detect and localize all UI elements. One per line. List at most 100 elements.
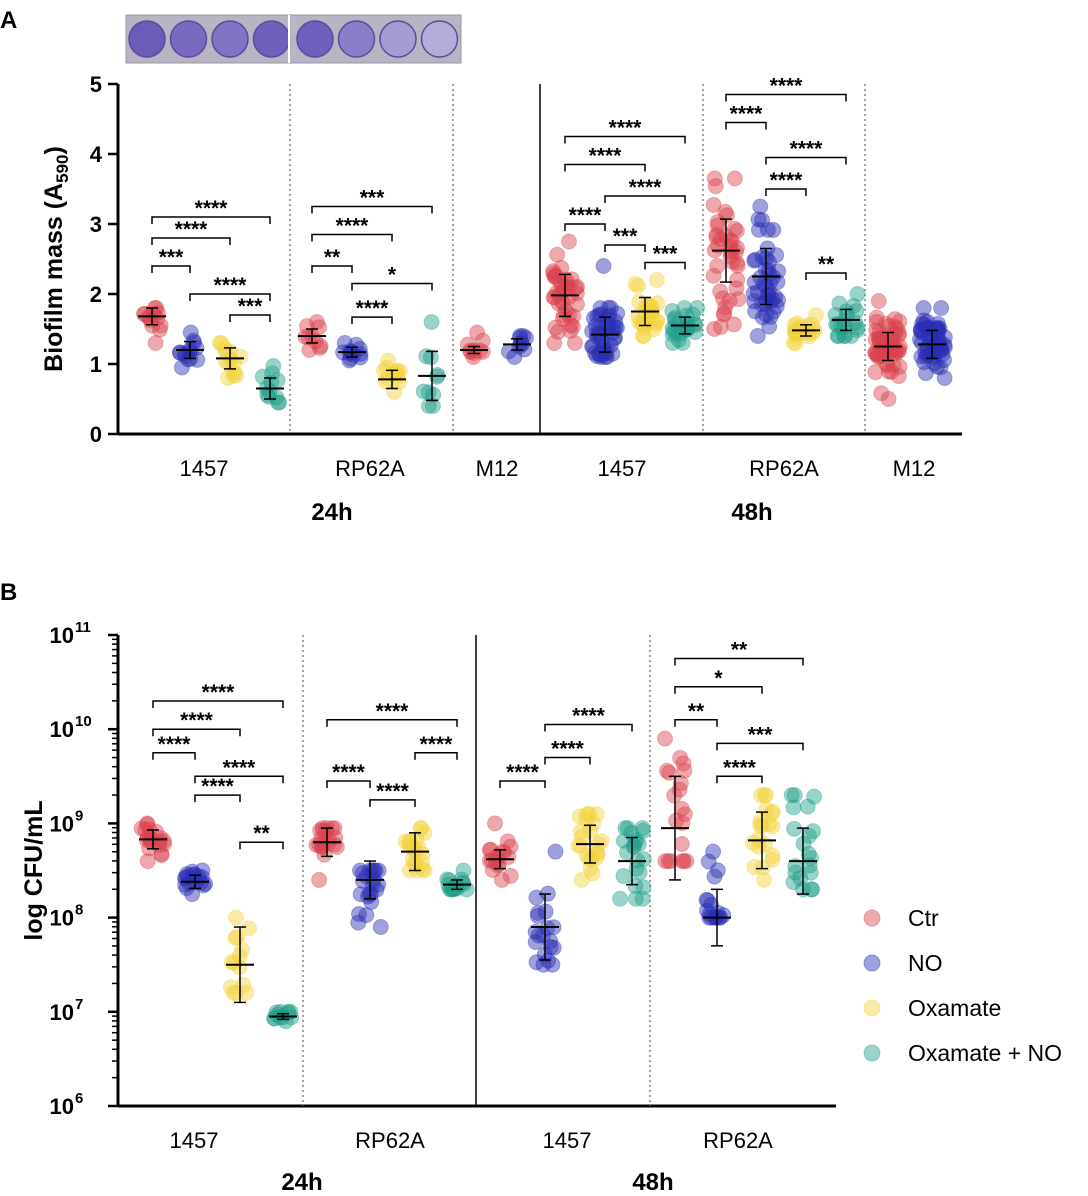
b-data-point (311, 871, 328, 888)
a-data-point (767, 288, 784, 305)
b-data-point (673, 800, 690, 817)
a-data-point (425, 386, 442, 403)
a-data-point (592, 349, 609, 365)
b-data-point (570, 837, 587, 854)
a-data-point (268, 389, 285, 406)
a-data-point (648, 312, 665, 329)
a-data-point (933, 300, 950, 316)
a-data-point (601, 307, 618, 324)
a-data-point (560, 233, 577, 250)
b-significance-bracket (369, 799, 416, 807)
b-data-point (227, 909, 244, 926)
a-data-point (561, 288, 578, 305)
b-data-point (804, 881, 821, 898)
a-data-point (254, 368, 271, 385)
b-data-point (698, 891, 715, 908)
a-data-point (867, 364, 884, 381)
a-data-point (705, 197, 722, 214)
b-data-point (578, 811, 595, 828)
b-data-point (455, 862, 472, 879)
b-significance-bracket (414, 752, 458, 760)
a-data-point (592, 346, 609, 363)
b-significance-bracket (674, 686, 763, 694)
biofilm-well (128, 20, 166, 58)
a-data-point (930, 337, 947, 354)
a-data-point (706, 170, 723, 187)
b-significance-bracket (152, 752, 196, 760)
a-data-point (188, 339, 205, 356)
b-data-point (397, 833, 414, 850)
b-data-point (617, 820, 634, 837)
a-data-point (836, 317, 853, 334)
a-data-point (380, 352, 397, 369)
a-data-point (728, 243, 745, 260)
b-data-point (412, 820, 429, 837)
a-significance-bracket (351, 316, 393, 325)
a-data-point (849, 286, 866, 302)
a-data-point (664, 326, 681, 343)
biofilm-well (420, 20, 459, 58)
b-data-point (405, 841, 422, 858)
a-data-point (649, 313, 666, 330)
a-data-point (668, 315, 685, 332)
a-data-point (932, 359, 949, 376)
b-significance-label: **** (202, 681, 236, 704)
b-significance-label: **** (158, 733, 192, 756)
legend-label: Oxamate (908, 995, 1001, 1021)
a-data-point (730, 291, 747, 308)
a-y-tick-label: 5 (90, 72, 102, 97)
a-significance-label: **** (356, 297, 390, 320)
a-significance-bracket (604, 244, 646, 252)
b-data-point (752, 813, 769, 830)
a-data-point (226, 364, 243, 381)
b-data-point (544, 956, 561, 973)
b-data-point (227, 929, 244, 946)
b-data-point (785, 799, 802, 816)
b-data-point (194, 862, 211, 879)
b-data-point (572, 823, 589, 840)
b-data-point (368, 881, 385, 898)
a-data-point (871, 323, 888, 340)
a-data-point (917, 348, 934, 365)
b-data-point (660, 853, 677, 870)
a-data-point (871, 346, 888, 363)
a-data-point (929, 319, 946, 336)
b-data-point (352, 886, 369, 903)
biofilm-well (169, 20, 208, 58)
a-data-point (749, 328, 766, 344)
a-data-point (598, 349, 615, 365)
b-data-point (635, 851, 652, 868)
a-significance-label: *** (238, 295, 263, 318)
b-data-point (527, 934, 544, 951)
a-data-point (705, 267, 722, 284)
a-significance-label: **** (569, 204, 603, 227)
b-data-point (542, 938, 559, 955)
a-data-point (600, 299, 617, 316)
a-y-tick-label: 4 (90, 142, 103, 167)
a-data-point (829, 328, 846, 344)
a-data-point (545, 265, 562, 282)
b-data-point (308, 836, 325, 853)
b-data-point (615, 867, 632, 884)
a-data-point (891, 358, 908, 375)
a-data-point (712, 318, 729, 335)
b-data-point (499, 833, 516, 850)
a-data-point (831, 295, 848, 312)
b-y-tick-label: 10 (50, 717, 74, 742)
b-significance-label: **** (551, 737, 585, 760)
b-data-point (764, 847, 781, 864)
b-data-point (783, 787, 800, 804)
b-y-tick-exponent: 7 (75, 996, 83, 1013)
a-group-label: M12 (476, 456, 519, 481)
a-data-point (785, 335, 802, 351)
b-significance-label: ** (688, 700, 705, 723)
b-y-axis-label: log CFU/mL (20, 800, 48, 940)
a-data-point (554, 311, 571, 328)
a-data-point (389, 368, 406, 385)
a-data-point (911, 331, 928, 348)
a-significance-bracket (229, 314, 271, 322)
b-significance-label: **** (723, 756, 757, 779)
a-y-axis-label: Biofilm mass (A590) (40, 146, 72, 372)
